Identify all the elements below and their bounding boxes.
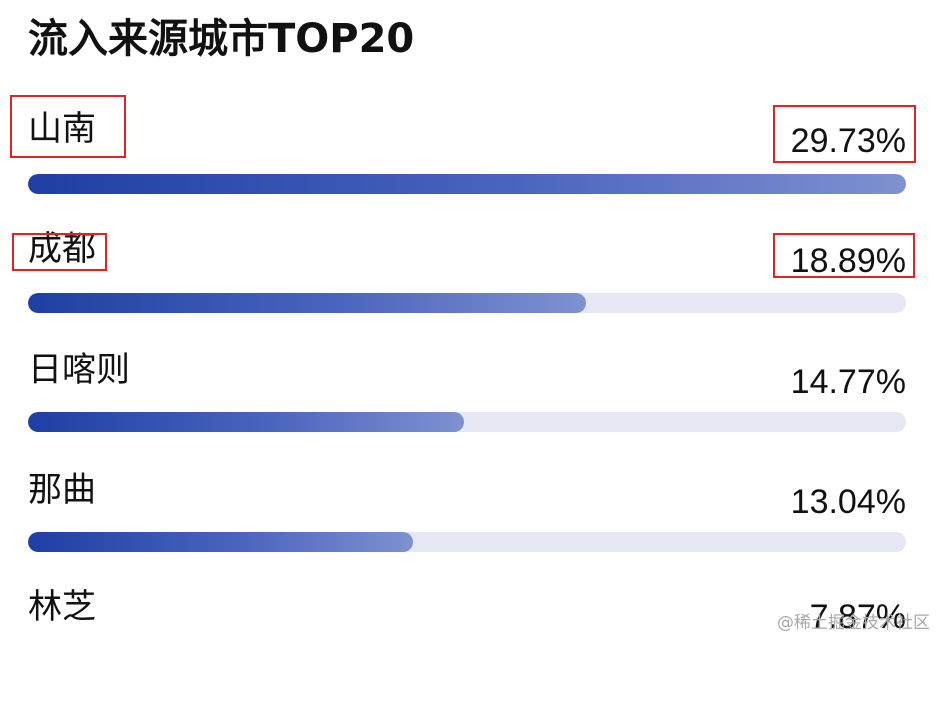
percent-value: 29.73% xyxy=(790,122,906,160)
percent-value: 13.04% xyxy=(790,483,906,521)
city-ranking-list: 山南 29.73% 成都 18.89% 日喀则 14.77% 那曲 13.04%… xyxy=(0,112,944,634)
percent-value: 7.87% xyxy=(809,598,906,636)
list-item: 成都 18.89% xyxy=(0,232,944,352)
percent-value: 18.89% xyxy=(790,242,906,280)
list-item: 林芝 7.87% xyxy=(0,590,944,710)
list-item: 日喀则 14.77% xyxy=(0,353,944,473)
city-name: 成都 xyxy=(28,229,96,269)
list-item: 那曲 13.04% xyxy=(0,473,944,593)
progress-fill xyxy=(28,412,465,432)
city-name: 日喀则 xyxy=(28,350,130,390)
progress-track xyxy=(28,412,906,432)
progress-fill xyxy=(28,293,586,313)
progress-track xyxy=(28,293,906,313)
page-title: 流入来源城市TOP20 xyxy=(28,16,415,62)
city-name: 林芝 xyxy=(28,587,96,627)
list-item: 山南 29.73% xyxy=(0,112,944,232)
city-name: 山南 xyxy=(28,109,96,149)
progress-fill xyxy=(28,532,414,552)
progress-fill xyxy=(28,174,906,194)
progress-track xyxy=(28,174,906,194)
watermark: @稀土掘金技术社区 xyxy=(777,613,930,633)
city-name: 那曲 xyxy=(28,470,96,510)
percent-value: 14.77% xyxy=(790,363,906,401)
progress-track xyxy=(28,532,906,552)
